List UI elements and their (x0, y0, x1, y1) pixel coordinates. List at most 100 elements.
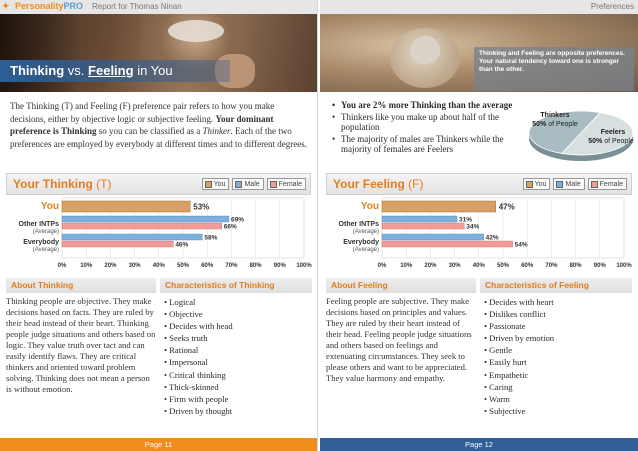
tick-label: 70% (225, 263, 238, 269)
legend-female: Female (266, 178, 306, 190)
tick-label: 40% (473, 263, 486, 269)
bar-male (61, 215, 230, 223)
data-label-you: 53% (193, 203, 209, 212)
about-thinking-heading: About Thinking (6, 278, 156, 293)
characteristic-item: Gentle (484, 344, 634, 356)
characteristic-item: Thick-skinned (164, 381, 314, 393)
category-label: Other INTPs (339, 221, 380, 228)
pie-side (529, 133, 633, 161)
pie-of-people: of People (604, 138, 634, 145)
brand-part2: PRO (63, 1, 84, 11)
legend-male-label: Male (565, 181, 581, 188)
hero-note: Thinking and Feeling are opposite prefer… (474, 47, 634, 91)
feeling-chart-title: Your Feeling (F) (333, 177, 423, 191)
intro-paragraph: The Thinking (T) and Feeling (F) prefere… (10, 100, 310, 150)
tick-label: 90% (594, 263, 607, 269)
page-footer-left: Page 11 (0, 438, 317, 451)
legend-you-label: You (213, 181, 226, 188)
tick-label: 80% (570, 263, 583, 269)
characteristic-item: Driven by emotion (484, 332, 634, 344)
category-label: Everybody (23, 239, 59, 246)
tick-label: 80% (250, 263, 263, 269)
feeling-chart-header: Your Feeling (F) You Male Female (326, 173, 632, 195)
thinking-chart-title: Your Thinking (T) (13, 177, 111, 191)
bar-male (381, 233, 484, 241)
legend-swatch-female (590, 181, 598, 188)
title-thinking: Thinking (10, 63, 65, 78)
characteristic-item: Passionate (484, 320, 634, 332)
intro-text-1: The Thinking (T) and Feeling (F) prefere… (10, 101, 275, 124)
characteristic-item: Empathetic (484, 369, 634, 381)
intro-italic: Thinker (202, 126, 231, 136)
data-label: 66% (224, 224, 237, 231)
thinking-chart-header: Your Thinking (T) You Male Female (6, 173, 311, 195)
bar-you (381, 200, 496, 213)
pie-pct-feelers: 50% (588, 138, 604, 145)
tick-label: 70% (545, 263, 558, 269)
legend-you-label: You (534, 181, 547, 188)
category-sublabel: (Average) (33, 229, 59, 235)
intro-bold: Your dominant preference is Thinking (10, 113, 274, 137)
thinking-bar-chart: 0% 10% 20% 30% 40% 50% 60% 70% 80% 90% 100% You Othe… (19, 197, 312, 269)
hair-shape (168, 20, 224, 42)
legend-swatch-male (235, 181, 243, 188)
logo-icon: ✦ (2, 1, 10, 11)
population-pie-chart: Thinkers 50% of People Feelers 50% of Peopl… (528, 110, 634, 161)
feeling-bar-chart: 0% 10% 20% 30% 40% 50% 60% 70% 80% 90% 100% You Othe… (339, 197, 632, 269)
category-label: Everybody (343, 239, 379, 246)
category-label: You (41, 201, 59, 212)
chart-legend: You Male Female (201, 178, 306, 190)
page-footer-right: Page 12 (320, 438, 638, 451)
characteristic-item: Objective (164, 308, 314, 320)
characteristic-item: Seeks truth (164, 332, 314, 344)
chart-title-letter: (F) (408, 177, 424, 191)
pie-value-feelers: 50% of People (588, 138, 634, 145)
page-12: Preferences Thinking and Feeling are opp… (320, 0, 638, 451)
characteristics-thinking-list: LogicalObjectiveDecides with headSeeks t… (164, 296, 314, 417)
legend-female-label: Female (599, 181, 623, 188)
characteristic-item: Dislikes conflict (484, 308, 634, 320)
pie-label-thinkers: Thinkers (540, 112, 569, 119)
legend-swatch-you (204, 181, 212, 188)
title-vs: vs. (67, 63, 85, 78)
feeling-bullet-list: You are 2% more Thinking than the averag… (332, 100, 527, 156)
legend-female: Female (587, 178, 627, 190)
bar-female (381, 222, 465, 230)
chart-legend: You Male Female (522, 178, 627, 190)
legend-you: You (522, 178, 551, 190)
legend-male: Male (553, 178, 585, 190)
brand-logo: PersonalityPRO (15, 1, 83, 11)
category-sublabel: (Average) (33, 247, 59, 253)
pie-label-feelers: Feelers (601, 129, 626, 136)
tick-label: 100% (296, 263, 312, 269)
tick-label: 0% (378, 263, 387, 269)
characteristics-feeling-heading: Characteristics of Feeling (480, 278, 632, 293)
legend-swatch-male (556, 181, 564, 188)
bar-male (381, 215, 458, 223)
tick-label: 10% (400, 263, 413, 269)
characteristics-thinking-heading: Characteristics of Thinking (160, 278, 312, 293)
bar-female (381, 240, 513, 248)
title-feeling: Feeling (88, 63, 134, 78)
characteristics-feeling-list: Decides with heartDislikes conflictPassi… (484, 296, 634, 417)
tick-label: 50% (497, 263, 510, 269)
data-label: 42% (486, 235, 499, 242)
characteristic-item: Impersonal (164, 356, 314, 368)
pie-slice-thinkers (528, 110, 601, 154)
characteristic-item: Logical (164, 296, 314, 308)
title-in-you: in You (137, 63, 173, 78)
chart-title-text: Your Thinking (13, 177, 93, 191)
tick-label: 100% (616, 263, 632, 269)
legend-male: Male (232, 178, 264, 190)
data-label: 34% (466, 224, 479, 231)
category-sublabel: (Average) (353, 247, 379, 253)
bar-female (61, 240, 174, 248)
data-label: 69% (231, 217, 244, 224)
pie-value-thinkers: 50% of People (532, 121, 578, 128)
tick-label: 0% (58, 263, 67, 269)
bar-female (61, 222, 222, 230)
about-feeling-text: Feeling people are subjective. They make… (326, 296, 472, 383)
tick-label: 40% (153, 263, 166, 269)
page-title: Thinking vs. Feeling in You (0, 60, 230, 82)
about-feeling-heading: About Feeling (326, 278, 476, 293)
